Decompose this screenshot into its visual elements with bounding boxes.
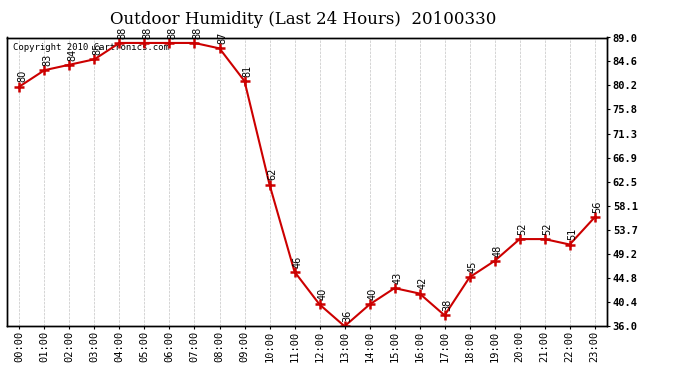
Text: 62: 62 — [267, 168, 277, 180]
Text: 81: 81 — [242, 64, 253, 77]
Text: 43: 43 — [393, 272, 402, 284]
Text: Outdoor Humidity (Last 24 Hours)  20100330: Outdoor Humidity (Last 24 Hours) 2010033… — [110, 11, 497, 28]
Text: 88: 88 — [142, 27, 152, 39]
Text: 85: 85 — [92, 43, 102, 55]
Text: 88: 88 — [193, 27, 202, 39]
Text: 52: 52 — [518, 222, 527, 235]
Text: 80: 80 — [17, 70, 27, 82]
Text: 51: 51 — [567, 228, 578, 240]
Text: 83: 83 — [42, 54, 52, 66]
Text: 88: 88 — [167, 27, 177, 39]
Text: 45: 45 — [467, 261, 477, 273]
Text: 56: 56 — [593, 201, 602, 213]
Text: 87: 87 — [217, 32, 227, 44]
Text: 40: 40 — [367, 288, 377, 300]
Text: Copyright 2010 Cartronics.com: Copyright 2010 Cartronics.com — [13, 43, 169, 52]
Text: 46: 46 — [293, 255, 302, 268]
Text: 84: 84 — [67, 48, 77, 61]
Text: 52: 52 — [542, 222, 553, 235]
Text: 88: 88 — [117, 27, 127, 39]
Text: 48: 48 — [493, 244, 502, 257]
Text: 36: 36 — [342, 310, 353, 322]
Text: 38: 38 — [442, 299, 453, 311]
Text: 42: 42 — [417, 277, 427, 290]
Text: 40: 40 — [317, 288, 327, 300]
